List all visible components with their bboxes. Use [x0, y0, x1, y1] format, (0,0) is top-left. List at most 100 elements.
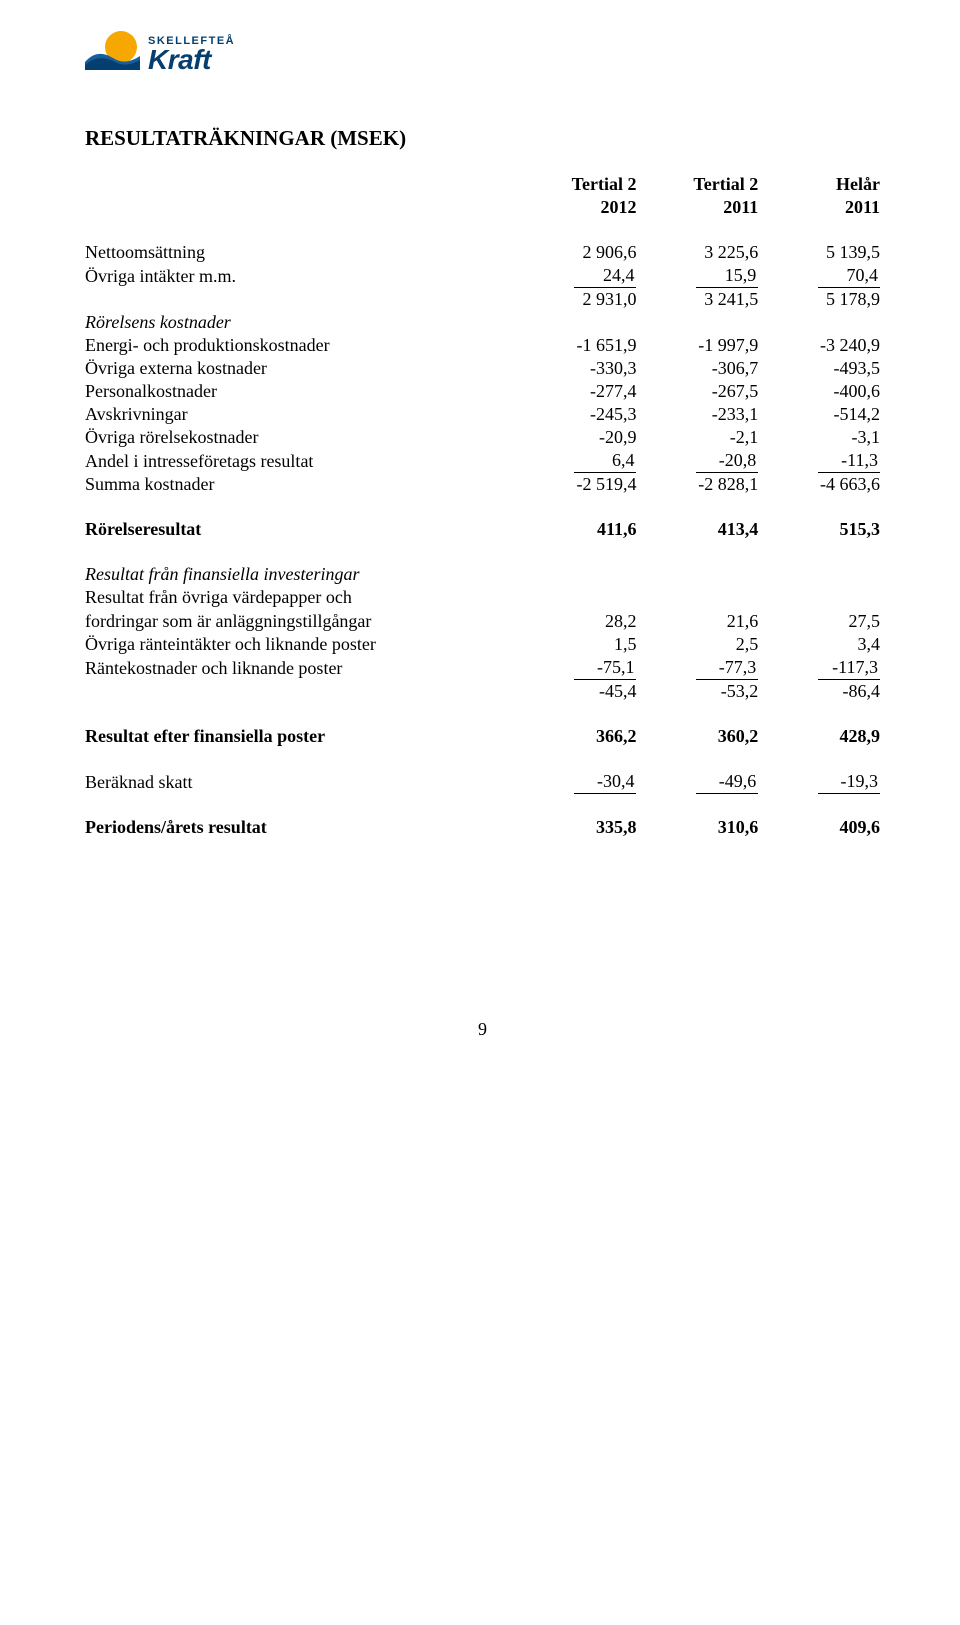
- row-value: 1,5: [515, 633, 637, 656]
- row-label: Övriga externa kostnader: [85, 357, 515, 380]
- row-value: -1 997,9: [636, 334, 758, 357]
- row-label: Övriga rörelsekostnader: [85, 426, 515, 449]
- row-value: -49,6: [696, 770, 758, 794]
- row-label: Andel i intresseföretags resultat: [85, 449, 515, 473]
- brand-logo-main-text: Kraft: [148, 47, 235, 72]
- row-value: -86,4: [758, 680, 880, 703]
- row-value: -11,3: [818, 449, 880, 473]
- row-label: Nettoomsättning: [85, 241, 515, 264]
- table-row: Nettoomsättning 2 906,6 3 225,6 5 139,5: [85, 241, 880, 264]
- row-value: 6,4: [574, 449, 636, 473]
- table-row: Rörelsens kostnader: [85, 311, 880, 334]
- table-row: -45,4 -53,2 -86,4: [85, 680, 880, 703]
- table-row: Energi- och produktionskostnader -1 651,…: [85, 334, 880, 357]
- col-header-c3b: 2011: [758, 196, 880, 219]
- row-label: Avskrivningar: [85, 403, 515, 426]
- table-row: fordringar som är anläggningstillgångar …: [85, 610, 880, 633]
- section-header: Rörelsens kostnader: [85, 311, 515, 334]
- row-value: 70,4: [818, 264, 880, 288]
- row-value: -117,3: [818, 656, 880, 680]
- row-value: -330,3: [515, 357, 637, 380]
- row-value: 2 931,0: [515, 288, 637, 311]
- row-value: 27,5: [758, 610, 880, 633]
- row-value: 2 906,6: [515, 241, 637, 264]
- row-value: 3 225,6: [636, 241, 758, 264]
- table-row: Periodens/årets resultat 335,8 310,6 409…: [85, 816, 880, 839]
- table-row: Personalkostnader -277,4 -267,5 -400,6: [85, 380, 880, 403]
- row-value: -75,1: [574, 656, 636, 680]
- table-row: Övriga externa kostnader -330,3 -306,7 -…: [85, 357, 880, 380]
- row-value: -2 519,4: [515, 473, 637, 496]
- table-row: Resultat från övriga värdepapper och: [85, 586, 880, 609]
- row-label: Energi- och produktionskostnader: [85, 334, 515, 357]
- row-value: 3,4: [758, 633, 880, 656]
- row-label: Övriga intäkter m.m.: [85, 264, 515, 288]
- column-header-row-2: 2012 2011 2011: [85, 196, 880, 219]
- row-value: -4 663,6: [758, 473, 880, 496]
- table-row: Resultat från finansiella investeringar: [85, 563, 880, 586]
- row-label: Personalkostnader: [85, 380, 515, 403]
- row-label: Periodens/årets resultat: [85, 816, 515, 839]
- table-row: 2 931,0 3 241,5 5 178,9: [85, 288, 880, 311]
- row-value: 428,9: [758, 725, 880, 748]
- row-value: 3 241,5: [636, 288, 758, 311]
- row-value: 5 139,5: [758, 241, 880, 264]
- row-value: -3,1: [758, 426, 880, 449]
- table-row: Beräknad skatt -30,4 -49,6 -19,3: [85, 770, 880, 794]
- row-value: -267,5: [636, 380, 758, 403]
- col-header-c3a: Helår: [758, 173, 880, 196]
- row-label: Resultat från övriga värdepapper och: [85, 586, 515, 609]
- row-value: -245,3: [515, 403, 637, 426]
- row-value: 310,6: [636, 816, 758, 839]
- row-value: -493,5: [758, 357, 880, 380]
- row-label: Räntekostnader och liknande poster: [85, 656, 515, 680]
- brand-logo-icon: [85, 30, 140, 76]
- row-value: 15,9: [696, 264, 758, 288]
- brand-logo: SKELLEFTEÅ Kraft: [85, 30, 880, 76]
- table-row: Andel i intresseföretags resultat 6,4 -2…: [85, 449, 880, 473]
- row-value: 28,2: [515, 610, 637, 633]
- row-value: 411,6: [515, 518, 637, 541]
- table-row: Övriga intäkter m.m. 24,4 15,9 70,4: [85, 264, 880, 288]
- row-label: Övriga ränteintäkter och liknande poster: [85, 633, 515, 656]
- row-value: -2 828,1: [636, 473, 758, 496]
- row-value: -20,9: [515, 426, 637, 449]
- page-title: RESULTATRÄKNINGAR (MSEK): [85, 126, 880, 151]
- table-row: Räntekostnader och liknande poster -75,1…: [85, 656, 880, 680]
- row-value: 515,3: [758, 518, 880, 541]
- row-value: -400,6: [758, 380, 880, 403]
- row-value: -514,2: [758, 403, 880, 426]
- row-value: 2,5: [636, 633, 758, 656]
- row-value: 409,6: [758, 816, 880, 839]
- row-value: -45,4: [515, 680, 637, 703]
- table-row: Avskrivningar -245,3 -233,1 -514,2: [85, 403, 880, 426]
- row-value: 360,2: [636, 725, 758, 748]
- page-number: 9: [85, 1019, 880, 1040]
- row-value: -306,7: [636, 357, 758, 380]
- income-statement-table: Tertial 2 Tertial 2 Helår 2012 2011 2011…: [85, 173, 880, 839]
- table-row: Summa kostnader -2 519,4 -2 828,1 -4 663…: [85, 473, 880, 496]
- table-row: Övriga rörelsekostnader -20,9 -2,1 -3,1: [85, 426, 880, 449]
- row-label: Beräknad skatt: [85, 770, 515, 794]
- row-value: -2,1: [636, 426, 758, 449]
- row-label: Summa kostnader: [85, 473, 515, 496]
- col-header-c2a: Tertial 2: [636, 173, 758, 196]
- row-value: -19,3: [818, 770, 880, 794]
- row-value: -53,2: [636, 680, 758, 703]
- row-value: 413,4: [636, 518, 758, 541]
- row-label: Resultat efter finansiella poster: [85, 725, 515, 748]
- section-header: Resultat från finansiella investeringar: [85, 563, 515, 586]
- row-value: 366,2: [515, 725, 637, 748]
- row-value: 21,6: [636, 610, 758, 633]
- row-value: -277,4: [515, 380, 637, 403]
- row-value: 5 178,9: [758, 288, 880, 311]
- row-value: 335,8: [515, 816, 637, 839]
- row-value: -30,4: [574, 770, 636, 794]
- row-value: 24,4: [574, 264, 636, 288]
- row-value: -1 651,9: [515, 334, 637, 357]
- row-value: -233,1: [636, 403, 758, 426]
- table-row: Resultat efter finansiella poster 366,2 …: [85, 725, 880, 748]
- row-label: fordringar som är anläggningstillgångar: [85, 610, 515, 633]
- row-value: -77,3: [696, 656, 758, 680]
- column-header-row-1: Tertial 2 Tertial 2 Helår: [85, 173, 880, 196]
